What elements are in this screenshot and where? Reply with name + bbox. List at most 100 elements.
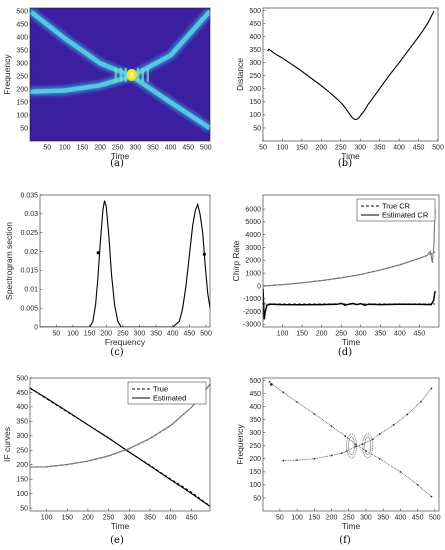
x-tick-label: 450 — [414, 331, 426, 338]
y-tick-label: 1000 — [245, 270, 261, 277]
legend-label: Estimated — [153, 394, 186, 403]
x-tick-label: 350 — [377, 515, 389, 522]
x-tick-label: 450 — [412, 515, 424, 522]
heatmap-interference-band — [141, 67, 145, 82]
y-tick-label: 3000 — [245, 245, 261, 252]
heatmap-interference-band — [124, 67, 128, 82]
x-tick-label: 400 — [394, 331, 406, 338]
marker-point — [96, 251, 100, 255]
y-tick-label: 200 — [16, 462, 28, 469]
x-tick-label: 250 — [112, 145, 124, 152]
series-line — [30, 387, 210, 507]
x-tick-label: 300 — [134, 331, 146, 338]
heatmap-interference-band — [114, 67, 118, 82]
x-tick-label: 50 — [259, 145, 267, 152]
x-tick-label: 250 — [343, 515, 355, 522]
y-tick-label: 500 — [249, 8, 261, 15]
x-tick-label: 450 — [184, 331, 196, 338]
panel-a: 50 100 150 200 250 300 350 400 450 500 50 100 150 200… — [2, 7, 212, 169]
heatmap-interference-band — [146, 67, 150, 82]
x-tick-label: 450 — [186, 515, 198, 522]
x-tick-label: 50 — [52, 331, 60, 338]
x-tick-label: 50 — [43, 145, 51, 152]
x-tick-label: 400 — [165, 515, 177, 522]
y-axis-label: Spectrogram section — [4, 222, 14, 300]
y-tick-label: 0.03 — [24, 211, 38, 218]
x-tick-label: 500 — [429, 515, 441, 522]
y-tick-label: 350 — [16, 419, 28, 426]
y-tick-label: 300 — [249, 430, 261, 437]
panel-b: 50 100 150 200 250 300 350 400 450 500 50 100 150 200… — [235, 7, 444, 169]
y-tick-label: 0.035 — [20, 192, 38, 199]
y-tick-label: 2000 — [245, 258, 261, 265]
y-tick-label: 5000 — [245, 219, 261, 226]
x-tick-label: 350 — [144, 515, 156, 522]
y-tick-label: 400 — [16, 34, 28, 41]
x-tick-label: 250 — [335, 145, 347, 152]
y-axis-label: Distance — [235, 58, 245, 91]
x-tick-label: 350 — [374, 331, 386, 338]
y-tick-label: 50 — [20, 126, 28, 133]
x-tick-label: 300 — [123, 515, 135, 522]
y-tick-label: 300 — [16, 433, 28, 440]
y-tick-label: 400 — [249, 34, 261, 41]
x-tick-label: 100 — [277, 145, 289, 152]
y-tick-label: 150 — [249, 99, 261, 106]
x-tick-label: 350 — [374, 145, 386, 152]
x-tick-label: 250 — [335, 331, 347, 338]
axes-box — [262, 7, 439, 142]
axes-box — [39, 194, 211, 328]
y-tick-label: 400 — [16, 404, 28, 411]
axes-box — [262, 194, 440, 328]
marker-point — [202, 252, 206, 256]
axes-box — [29, 377, 211, 512]
x-tick-label: 450 — [413, 145, 425, 152]
x-tick-label: 450 — [182, 145, 194, 152]
x-tick-label: 100 — [67, 331, 79, 338]
y-tick-label: 250 — [249, 443, 261, 450]
x-tick-label: 500 — [200, 145, 212, 152]
series-line — [30, 384, 210, 468]
y-tick-label: 100 — [16, 491, 28, 498]
y-tick-label: -2000 — [243, 309, 261, 316]
y-tick-label: 0 — [257, 283, 261, 290]
y-axis-label: Frequency — [235, 424, 245, 465]
panel-caption: (a) — [110, 158, 124, 169]
x-tick-label: 200 — [100, 331, 112, 338]
x-tick-label: 100 — [291, 515, 303, 522]
isolated-point — [269, 383, 273, 386]
panel-caption: (e) — [110, 535, 124, 546]
series-line — [267, 10, 435, 121]
y-tick-label: 0.005 — [20, 305, 38, 312]
x-axis-label: Time — [111, 521, 130, 531]
y-tick-label: 200 — [249, 456, 261, 463]
y-tick-label: -1000 — [243, 296, 261, 303]
x-tick-label: 300 — [354, 145, 366, 152]
axes-box — [262, 377, 440, 512]
series-line — [263, 288, 436, 320]
y-tick-label: 6000 — [245, 206, 261, 213]
x-tick-label: 200 — [82, 515, 94, 522]
y-axis-label: Frequency — [2, 54, 12, 95]
y-tick-label: 200 — [16, 87, 28, 94]
x-tick-label: 500 — [200, 331, 212, 338]
y-tick-label: 300 — [249, 60, 261, 67]
y-tick-label: 500 — [249, 378, 261, 385]
y-tick-label: 0.01 — [24, 287, 38, 294]
x-tick-label: 300 — [355, 331, 367, 338]
x-axis-label: Time — [342, 337, 361, 347]
x-tick-label: 150 — [84, 331, 96, 338]
panel-e: 100 150 200 250 300 350 400 450 50 100 150 200 250 30… — [2, 375, 211, 546]
y-tick-label: 50 — [253, 125, 261, 132]
plot-area-c — [40, 200, 210, 327]
y-tick-label: 300 — [16, 60, 28, 67]
y-axis-label: Chirp Rate — [231, 240, 241, 281]
y-tick-label: 0 — [34, 324, 38, 331]
y-tick-label: 250 — [249, 73, 261, 80]
y-tick-label: 0.025 — [20, 230, 38, 237]
x-tick-label: 150 — [308, 515, 320, 522]
y-tick-label: 100 — [16, 113, 28, 120]
x-tick-label: 400 — [167, 331, 179, 338]
y-tick-label: 150 — [16, 100, 28, 107]
